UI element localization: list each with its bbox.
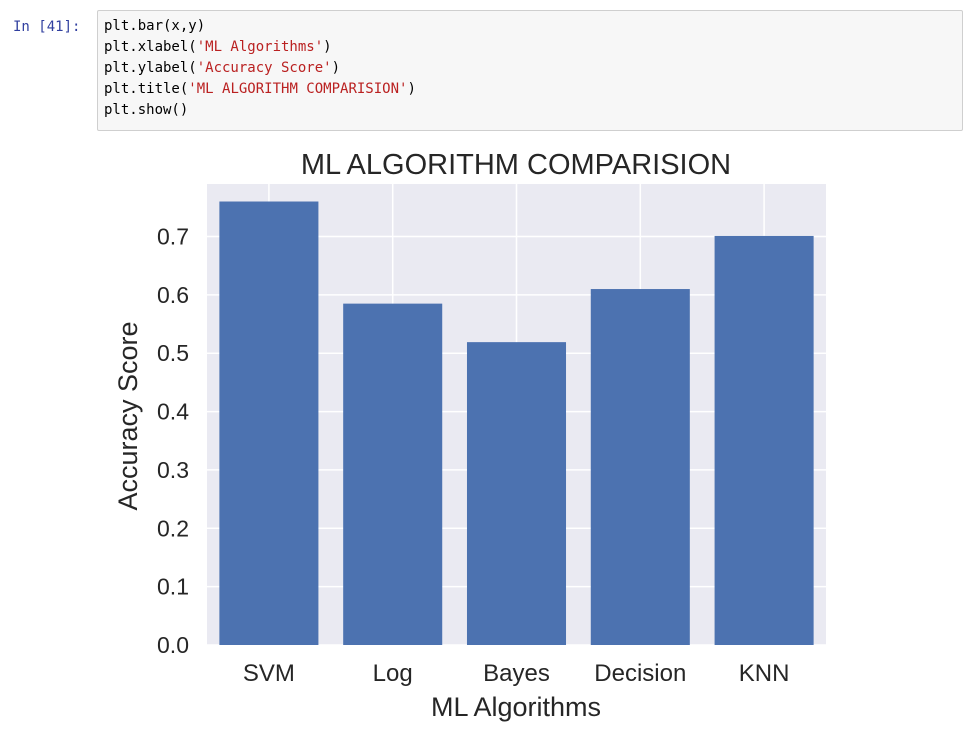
bar-decision <box>590 289 690 645</box>
x-tick-label: SVM <box>243 660 295 687</box>
bars <box>219 201 814 646</box>
code-line: plt.ylabel('Accuracy Score') <box>104 60 341 76</box>
code-editor[interactable]: plt.bar(x,y) plt.xlabel('ML Algorithms') p… <box>97 10 963 131</box>
y-axis-label: Accuracy Score <box>113 321 143 510</box>
bar-chart: 0.0 0.1 0.2 0.3 0.4 0.5 0.6 0.7 SVM Log Bayes Deci… <box>113 149 826 722</box>
x-axis-label: ML Algorithms <box>431 692 601 722</box>
code-lines: plt.bar(x,y) plt.xlabel('ML Algorithms') p… <box>104 16 956 121</box>
bar-log <box>343 303 443 645</box>
bar-bayes <box>466 342 567 645</box>
chart-title: ML ALGORITHM COMPARISION <box>301 149 731 181</box>
x-tick-label: Log <box>373 660 413 687</box>
y-tick-label: 0.5 <box>157 340 189 366</box>
y-tick-label: 0.7 <box>157 224 189 250</box>
y-tick-label: 0.6 <box>157 282 189 308</box>
code-line: plt.bar(x,y) <box>104 18 206 34</box>
bar-svm <box>219 201 319 645</box>
output-area: 0.0 0.1 0.2 0.3 0.4 0.5 0.6 0.7 SVM Log Bayes Deci… <box>97 131 963 735</box>
y-tick-labels: 0.0 0.1 0.2 0.3 0.4 0.5 0.6 0.7 <box>157 224 189 658</box>
input-prompt: In [41]: <box>13 19 81 35</box>
y-tick-label: 0.4 <box>157 399 189 425</box>
y-tick-label: 0.3 <box>157 457 189 483</box>
y-tick-label: 0.2 <box>157 515 189 541</box>
bar-knn <box>714 235 814 646</box>
code-line: plt.xlabel('ML Algorithms') <box>104 39 332 55</box>
code-line: plt.title('ML ALGORITHM COMPARISION') <box>104 81 416 97</box>
y-tick-label: 0.1 <box>157 574 189 600</box>
code-line: plt.show() <box>104 102 189 118</box>
x-tick-label: Bayes <box>483 660 550 687</box>
x-tick-label: Decision <box>594 660 686 687</box>
x-tick-labels: SVM Log Bayes Decision KNN <box>243 660 790 687</box>
y-tick-label: 0.0 <box>157 632 189 658</box>
x-tick-label: KNN <box>739 660 790 687</box>
